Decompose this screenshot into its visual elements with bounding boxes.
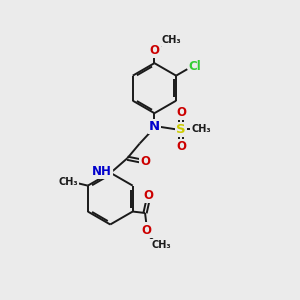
Text: O: O [176,140,186,153]
Text: S: S [176,123,186,136]
Text: CH₃: CH₃ [59,177,79,187]
Text: CH₃: CH₃ [162,35,181,45]
Text: NH: NH [92,165,112,178]
Text: N: N [149,120,160,133]
Text: O: O [176,106,186,119]
Text: Cl: Cl [189,60,202,73]
Text: O: O [149,44,159,57]
Text: O: O [142,224,152,237]
Text: O: O [144,189,154,202]
Text: CH₃: CH₃ [191,124,211,134]
Text: CH₃: CH₃ [152,240,171,250]
Text: O: O [141,155,151,168]
